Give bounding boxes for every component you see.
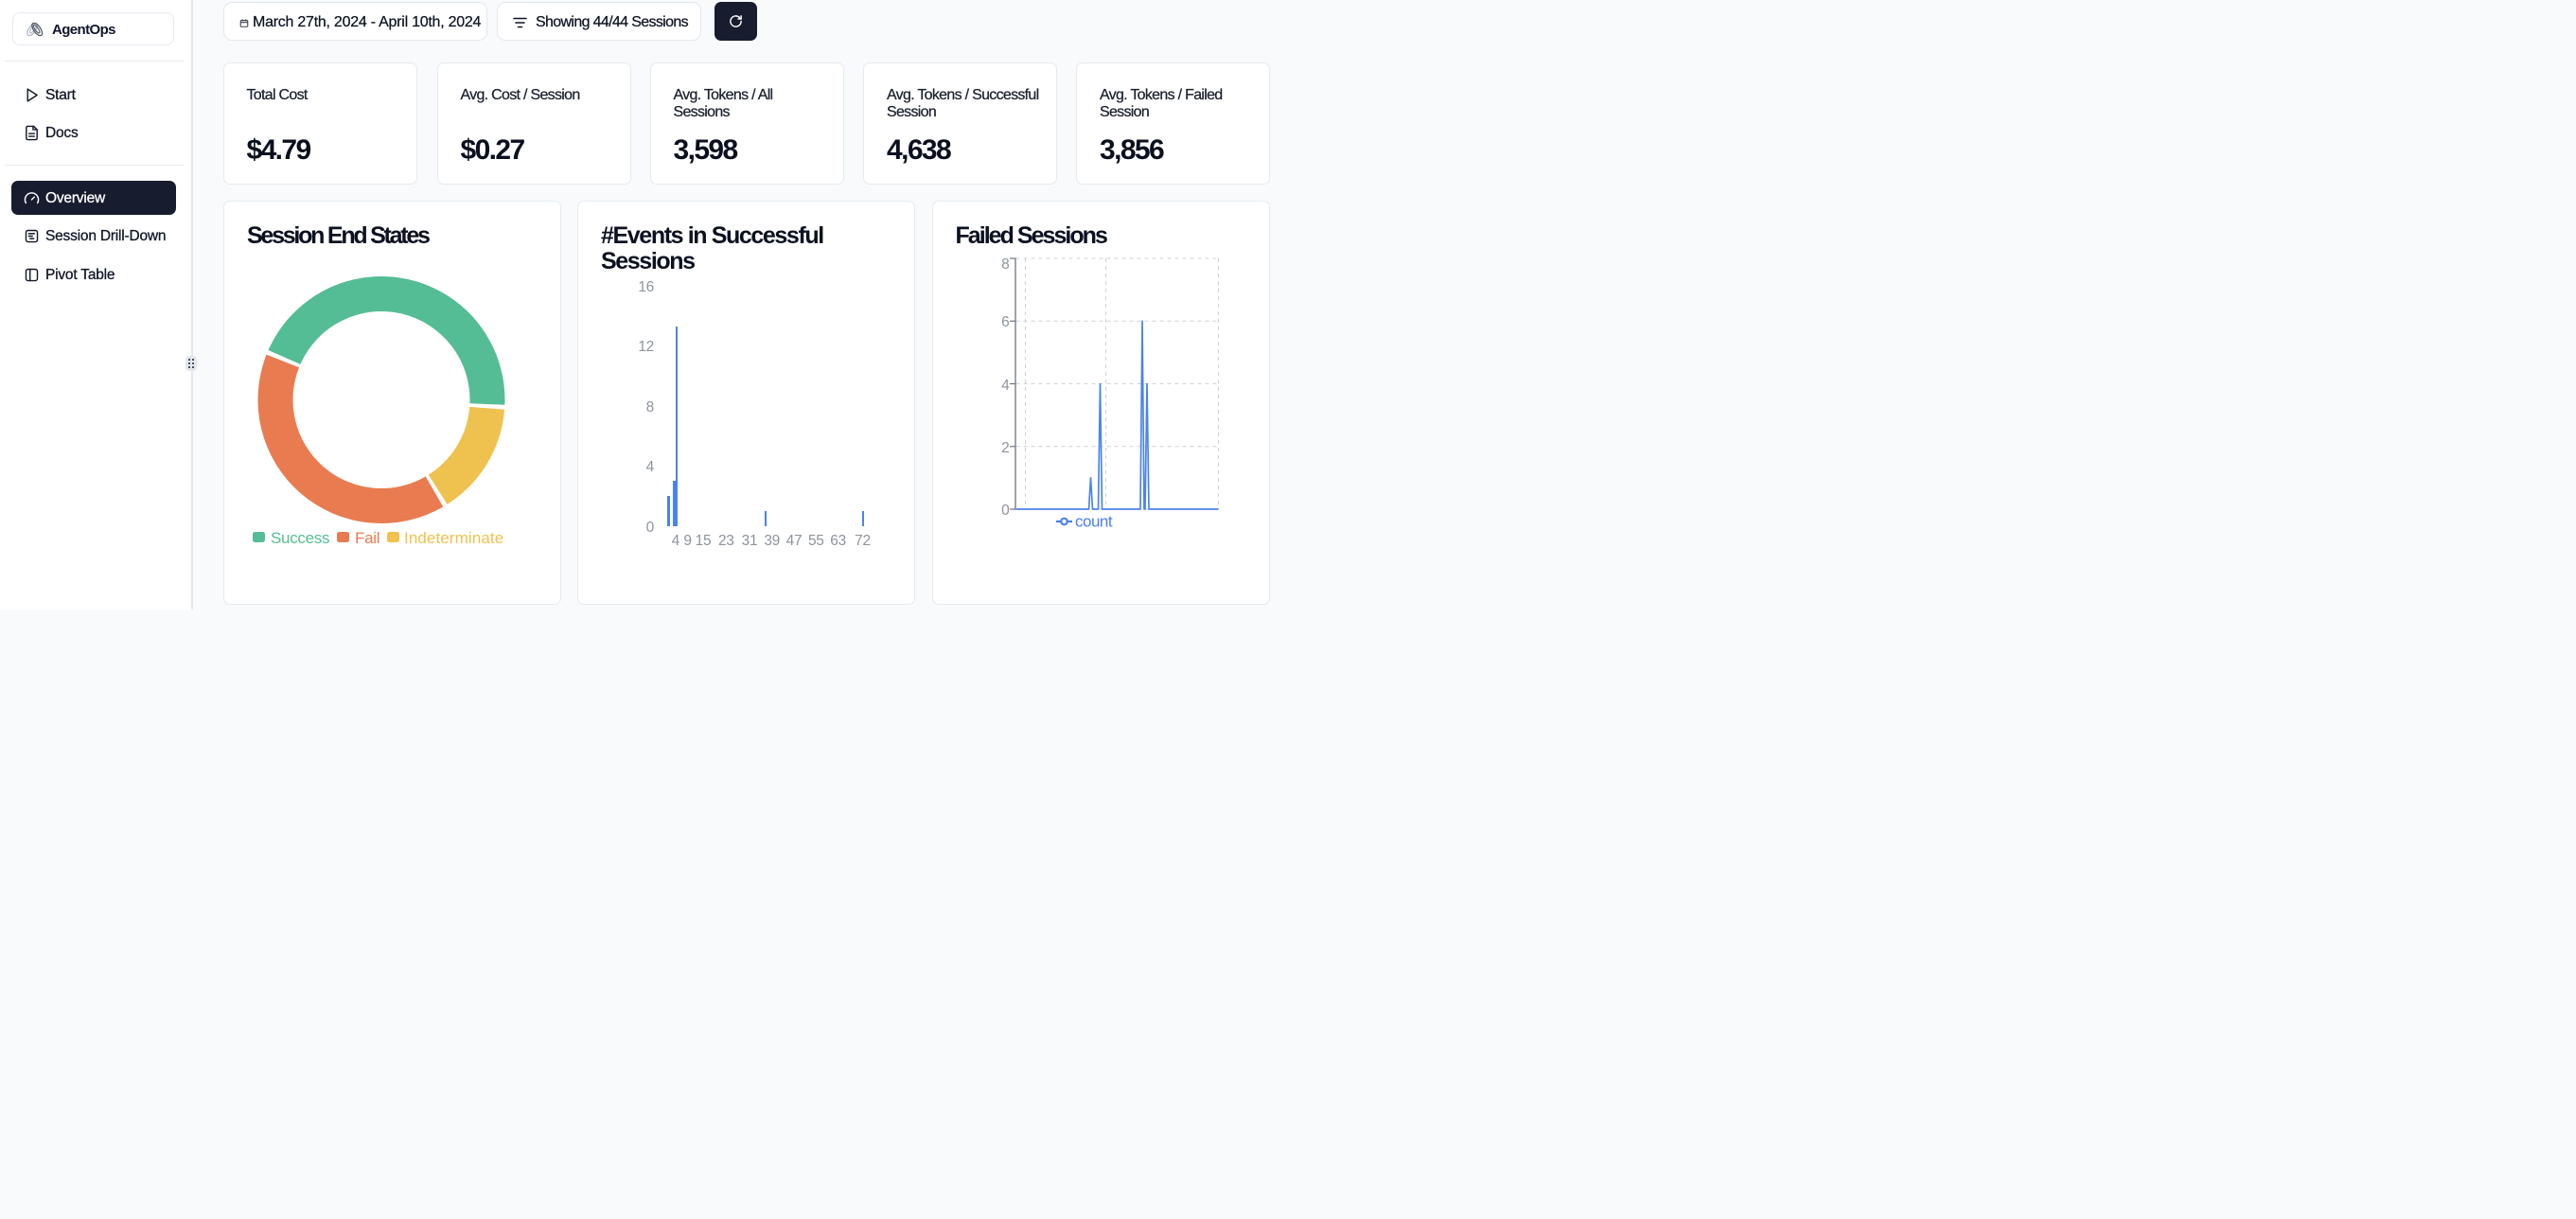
svg-text:count: count xyxy=(1075,513,1113,531)
